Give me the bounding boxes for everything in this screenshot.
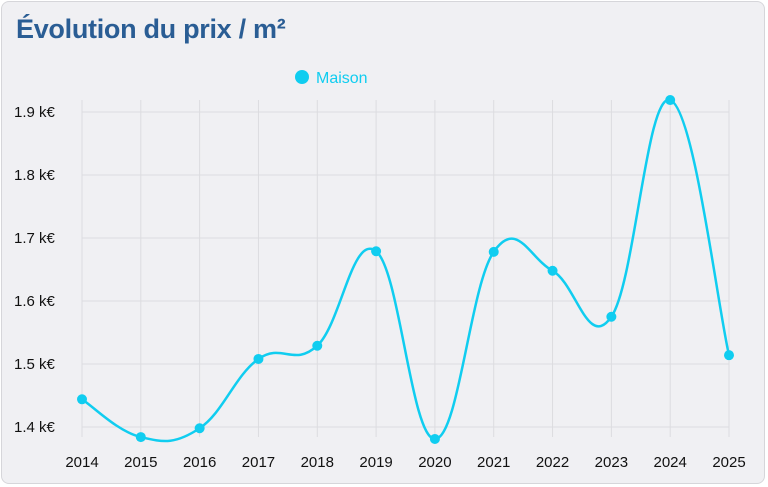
x-tick-label: 2015	[124, 454, 157, 471]
data-point	[724, 350, 734, 361]
x-tick-label: 2023	[595, 454, 628, 471]
data-point	[488, 246, 499, 257]
data-point	[135, 432, 146, 443]
x-tick-label: 2018	[301, 454, 334, 471]
y-tick-label: 1.4 k€	[14, 419, 56, 436]
data-point	[371, 246, 382, 257]
y-tick-label: 1.5 k€	[14, 356, 56, 373]
x-tick-label: 2025	[712, 454, 745, 471]
data-point	[665, 95, 676, 106]
y-tick-label: 1.9 k€	[14, 104, 56, 121]
data-point	[312, 340, 323, 351]
x-tick-label: 2021	[477, 454, 510, 471]
x-tick-label: 2016	[183, 454, 216, 471]
legend-label: Maison	[316, 70, 368, 87]
data-point	[194, 423, 205, 434]
chart-title: Évolution du prix / m²	[16, 14, 286, 44]
data-point	[606, 311, 617, 322]
data-point	[77, 394, 87, 405]
y-tick-label: 1.8 k€	[14, 167, 56, 184]
x-tick-label: 2019	[359, 454, 392, 471]
x-tick-label: 2022	[536, 454, 569, 471]
legend-marker	[295, 70, 309, 84]
x-tick-label: 2014	[65, 454, 98, 471]
series-line	[81, 98, 731, 443]
y-tick-label: 1.6 k€	[14, 293, 56, 310]
data-point	[429, 433, 440, 444]
x-tick-label: 2017	[242, 454, 275, 471]
data-point	[253, 353, 264, 364]
y-tick-label: 1.7 k€	[14, 230, 56, 247]
x-tick-label: 2020	[418, 454, 451, 471]
x-tick-label: 2024	[653, 454, 686, 471]
data-point	[547, 265, 558, 276]
